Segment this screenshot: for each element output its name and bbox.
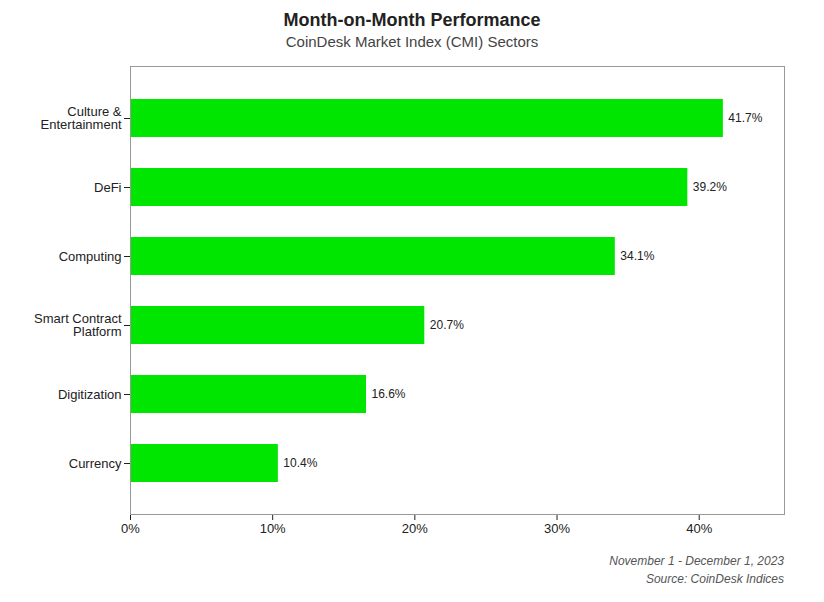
svg-text:34.1%: 34.1% (620, 249, 654, 263)
svg-text:41.7%: 41.7% (728, 111, 762, 125)
html-text:Month-on-Month Performance: Month-on-Month Performance (283, 10, 541, 30)
svg-text:Computing: Computing (59, 249, 122, 264)
html-text:November 1 - December 1, 2023: November 1 - December 1, 2023 (609, 554, 784, 568)
svg-text:30%: 30% (544, 521, 570, 536)
html-text:CoinDesk Market Index (CMI) Se: CoinDesk Market Index (CMI) Sectors (285, 33, 539, 50)
svg-text:0%: 0% (121, 521, 140, 536)
svg-text:39.2%: 39.2% (693, 180, 727, 194)
svg-text:DeFi: DeFi (94, 180, 122, 195)
svg-text:Digitization: Digitization (58, 387, 122, 402)
svg-text:10.4%: 10.4% (283, 456, 317, 470)
svg-text:20%: 20% (402, 521, 428, 536)
svg-text:Culture &Entertainment: Culture &Entertainment (41, 104, 122, 132)
svg-text:20.7%: 20.7% (430, 318, 464, 332)
svg-text:Currency: Currency (69, 456, 122, 471)
svg-text:10%: 10% (260, 521, 286, 536)
html-text:Source: CoinDesk Indices: Source: CoinDesk Indices (645, 572, 784, 586)
svg-text:Smart ContractPlatform: Smart ContractPlatform (34, 311, 122, 339)
svg-text:40%: 40% (686, 521, 712, 536)
svg-text:16.6%: 16.6% (372, 387, 406, 401)
